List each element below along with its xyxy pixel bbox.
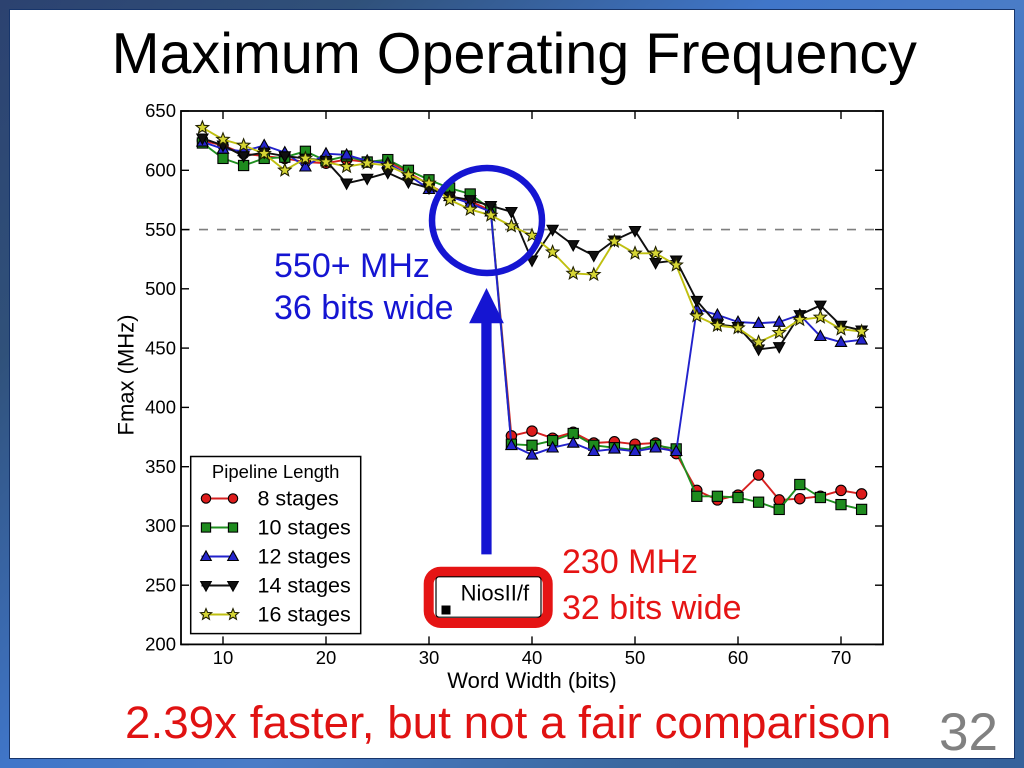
svg-text:8 stages: 8 stages — [258, 487, 339, 511]
svg-text:600: 600 — [145, 160, 176, 181]
svg-text:650: 650 — [145, 100, 176, 121]
svg-text:450: 450 — [145, 337, 176, 358]
svg-text:Fmax (MHz): Fmax (MHz) — [114, 315, 139, 436]
svg-text:NiosII/f: NiosII/f — [461, 581, 530, 606]
svg-text:300: 300 — [145, 515, 176, 536]
svg-text:70: 70 — [831, 647, 852, 668]
svg-text:40: 40 — [522, 647, 543, 668]
svg-text:400: 400 — [145, 397, 176, 418]
svg-text:60: 60 — [728, 647, 749, 668]
svg-text:550: 550 — [145, 219, 176, 240]
svg-text:30: 30 — [419, 647, 440, 668]
svg-text:12 stages: 12 stages — [258, 545, 351, 569]
svg-text:20: 20 — [316, 647, 337, 668]
svg-text:250: 250 — [145, 574, 176, 595]
svg-text:200: 200 — [145, 634, 176, 655]
svg-text:Word Width (bits): Word Width (bits) — [447, 668, 617, 693]
svg-text:16 stages: 16 stages — [258, 603, 351, 627]
svg-text:10 stages: 10 stages — [258, 516, 351, 540]
svg-text:350: 350 — [145, 456, 176, 477]
svg-text:50: 50 — [625, 647, 646, 668]
svg-text:Pipeline Length: Pipeline Length — [212, 461, 340, 482]
svg-text:500: 500 — [145, 278, 176, 299]
svg-text:10: 10 — [213, 647, 234, 668]
svg-text:14 stages: 14 stages — [258, 574, 351, 598]
